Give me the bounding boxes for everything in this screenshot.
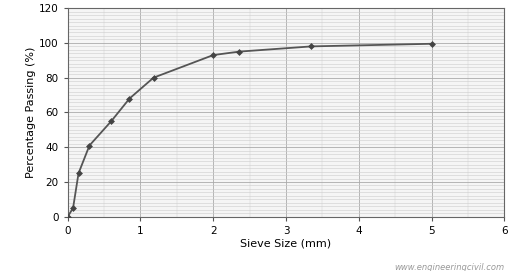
X-axis label: Sieve Size (mm): Sieve Size (mm): [240, 238, 332, 249]
Y-axis label: Percentage Passing (%): Percentage Passing (%): [26, 47, 36, 178]
Text: www.engineeringcivil.com: www.engineeringcivil.com: [394, 263, 504, 271]
